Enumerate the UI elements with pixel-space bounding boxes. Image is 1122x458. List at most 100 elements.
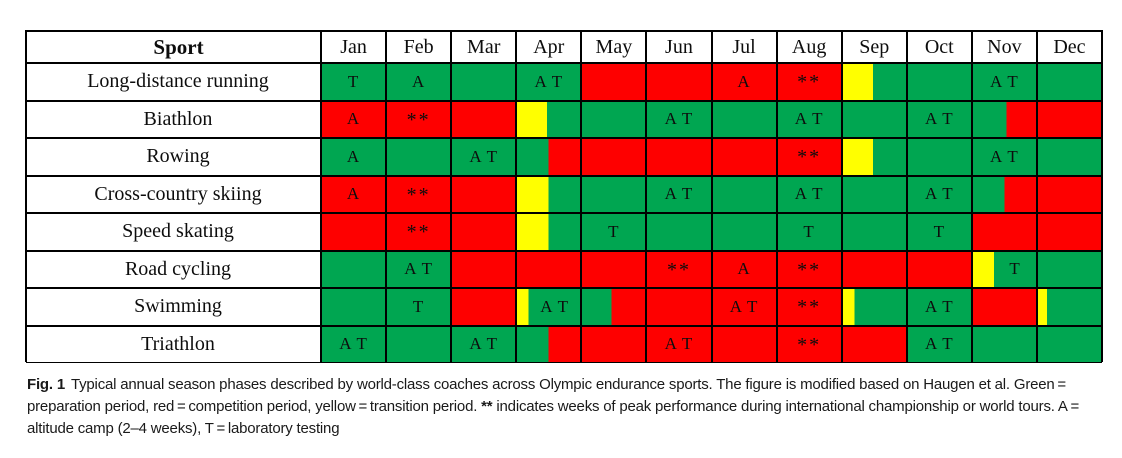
season-cell: ** [776, 63, 842, 101]
row-header-sport: Road cycling [26, 250, 321, 288]
season-cell: ** [386, 213, 452, 251]
season-cell: A T [646, 175, 712, 213]
season-cell: A [711, 250, 777, 288]
season-cell: A T [516, 63, 582, 101]
column-header-month: May [581, 31, 647, 63]
season-cell [386, 325, 452, 363]
column-header-sport: Sport [26, 31, 321, 63]
column-header-month: Sep [841, 31, 907, 63]
season-cell: ** [776, 325, 842, 363]
column-header-month: Oct [906, 31, 972, 63]
season-cell [646, 138, 712, 176]
season-cell [906, 138, 972, 176]
season-cell: A T [776, 100, 842, 138]
season-cell [841, 63, 907, 101]
season-cell [971, 175, 1037, 213]
column-header-month: Jun [646, 31, 712, 63]
season-cell: A T [321, 325, 387, 363]
season-cell [581, 325, 647, 363]
season-phase-table: Sport Jan Feb Mar Apr May Jun Jul Aug Sep Oct Nov De… [25, 30, 1103, 363]
season-cell [1036, 213, 1102, 251]
season-cell: ** [386, 175, 452, 213]
season-cell: A T [906, 288, 972, 326]
season-cell [711, 175, 777, 213]
season-cell [451, 100, 517, 138]
season-cell [581, 100, 647, 138]
season-cell: A T [516, 288, 582, 326]
season-cell [516, 325, 582, 363]
season-cell: A T [711, 288, 777, 326]
row-header-sport: Swimming [26, 288, 321, 326]
season-cell: A T [451, 325, 517, 363]
season-cell: A T [451, 138, 517, 176]
column-header-month: Jan [321, 31, 387, 63]
season-cell [1036, 250, 1102, 288]
season-cell: T [321, 63, 387, 101]
season-cell [451, 175, 517, 213]
season-cell [646, 213, 712, 251]
column-header-month: Aug [776, 31, 842, 63]
row-header-sport: Speed skating [26, 213, 321, 251]
season-cell [971, 100, 1037, 138]
season-cell: A [321, 138, 387, 176]
season-cell: A T [906, 100, 972, 138]
season-cell [841, 288, 907, 326]
season-cell [711, 325, 777, 363]
season-cell [581, 63, 647, 101]
season-cell [516, 250, 582, 288]
figure-caption-label: Fig. 1 [27, 376, 65, 393]
season-cell [1036, 138, 1102, 176]
season-cell: ** [776, 250, 842, 288]
season-cell [711, 100, 777, 138]
season-cell [451, 63, 517, 101]
column-header-month: Nov [971, 31, 1037, 63]
season-cell [841, 100, 907, 138]
season-cell: A [386, 63, 452, 101]
season-cell [711, 138, 777, 176]
season-cell [516, 213, 582, 251]
row-header-sport: Cross-country skiing [26, 175, 321, 213]
column-header-month: Apr [516, 31, 582, 63]
season-cell [1036, 288, 1102, 326]
figure-caption-asterisks: ** [481, 398, 493, 415]
season-cell: A T [386, 250, 452, 288]
season-cell: ** [776, 288, 842, 326]
figure-caption-text-1: Typical annual season phases described b… [27, 376, 1069, 415]
season-cell: ** [646, 250, 712, 288]
row-header-sport: Long-distance running [26, 63, 321, 101]
row-header-sport: Triathlon [26, 325, 321, 363]
season-cell: T [776, 213, 842, 251]
season-cell [516, 100, 582, 138]
season-cell: T [906, 213, 972, 251]
season-cell [451, 213, 517, 251]
season-cell [971, 213, 1037, 251]
season-cell [841, 250, 907, 288]
season-cell [451, 288, 517, 326]
season-cell [321, 250, 387, 288]
season-cell: A T [906, 325, 972, 363]
season-cell [581, 138, 647, 176]
season-cell [451, 250, 517, 288]
season-cell [841, 325, 907, 363]
column-header-month: Dec [1036, 31, 1102, 63]
season-cell: T [581, 213, 647, 251]
season-cell [646, 63, 712, 101]
season-cell: T [386, 288, 452, 326]
season-cell: A [321, 100, 387, 138]
season-cell [1036, 325, 1102, 363]
season-cell: T [971, 250, 1037, 288]
season-cell [971, 288, 1037, 326]
season-cell [646, 288, 712, 326]
row-header-sport: Rowing [26, 138, 321, 176]
season-cell [906, 63, 972, 101]
season-cell: A T [646, 100, 712, 138]
season-cell: A T [646, 325, 712, 363]
season-cell [386, 138, 452, 176]
season-cell [841, 138, 907, 176]
figure-caption-text-2: indicates weeks of peak performance duri… [27, 398, 1082, 437]
season-cell: A [711, 63, 777, 101]
season-cell [581, 250, 647, 288]
season-cell [1036, 175, 1102, 213]
season-cell [841, 213, 907, 251]
season-cell [841, 175, 907, 213]
